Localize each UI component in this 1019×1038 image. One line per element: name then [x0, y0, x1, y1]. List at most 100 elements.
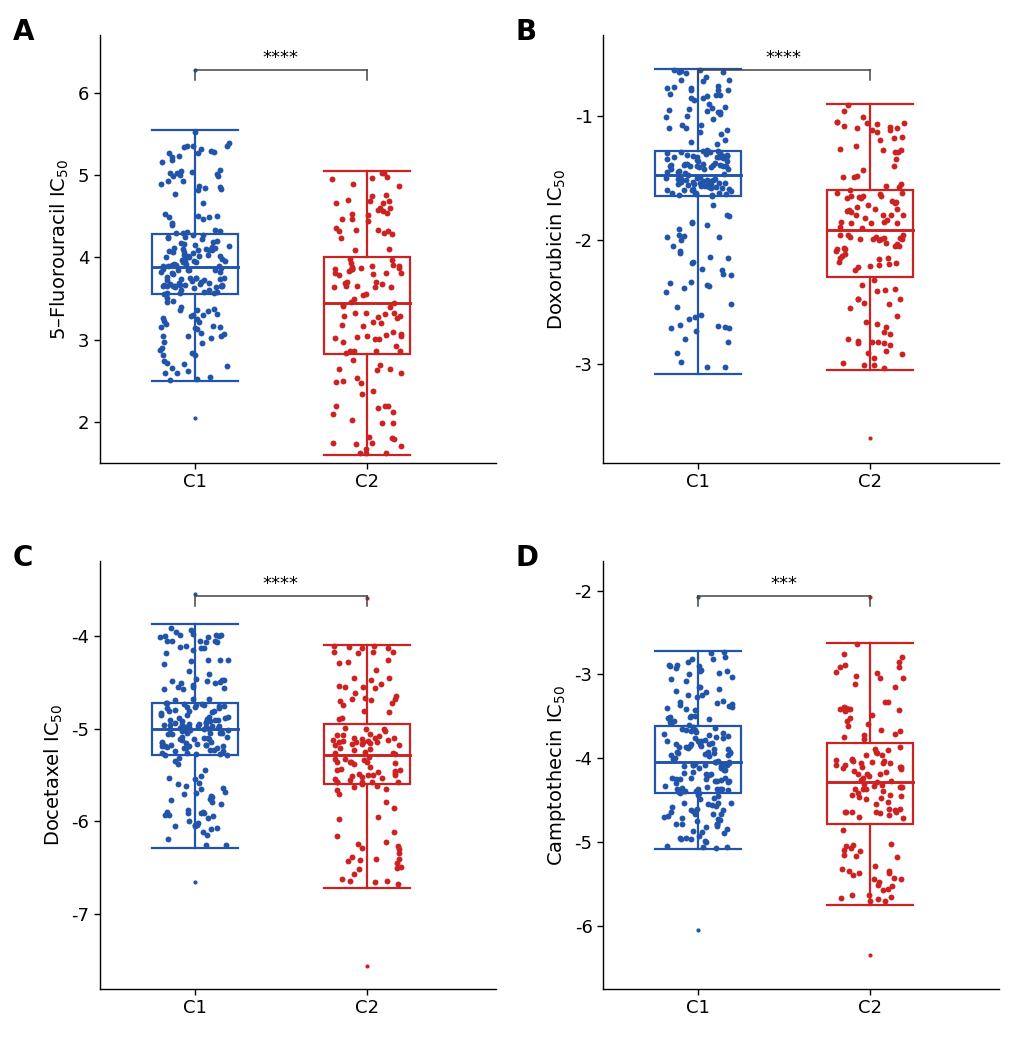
Point [664, 238, 681, 254]
Point [189, 302, 205, 319]
Point [680, 653, 696, 670]
Point [878, 212, 895, 228]
Point [669, 175, 686, 192]
Point [177, 777, 194, 794]
Point [367, 343, 383, 359]
Point [184, 306, 201, 323]
Point [199, 673, 215, 689]
Point [191, 716, 207, 733]
Point [709, 811, 726, 827]
Point [720, 756, 737, 772]
Point [888, 215, 904, 231]
Point [689, 158, 705, 174]
Point [390, 260, 407, 276]
Point [343, 849, 360, 866]
Point [378, 187, 394, 203]
Point [690, 827, 706, 844]
Point [714, 730, 731, 746]
Point [722, 267, 739, 283]
Point [687, 783, 703, 799]
Point [688, 186, 704, 202]
Point [191, 179, 207, 195]
Point [196, 283, 212, 300]
Point [693, 262, 709, 278]
Point [331, 678, 347, 694]
Point [217, 710, 233, 727]
Point [167, 691, 183, 708]
Point [672, 72, 688, 88]
Point [184, 677, 201, 693]
Point [656, 109, 673, 126]
Point [216, 672, 232, 688]
Point [336, 720, 353, 737]
Point [168, 224, 184, 241]
Point [201, 209, 217, 225]
Point [207, 675, 223, 691]
Point [190, 371, 206, 387]
Point [710, 148, 727, 165]
Point [723, 668, 740, 685]
Point [691, 679, 707, 695]
Point [895, 208, 911, 224]
Point [678, 738, 694, 755]
Point [212, 652, 228, 668]
Point [860, 768, 876, 785]
Point [330, 811, 346, 827]
Point [719, 333, 736, 350]
Point [334, 727, 351, 743]
Point [706, 755, 722, 771]
Point [684, 823, 700, 840]
Point [167, 279, 183, 296]
Point [171, 627, 187, 644]
Point [894, 810, 910, 826]
Point [674, 116, 690, 133]
Point [662, 746, 679, 763]
Point [719, 728, 736, 744]
Point [694, 89, 710, 106]
Point [203, 142, 219, 159]
Point [191, 774, 207, 791]
Point [364, 257, 380, 274]
Point [213, 260, 229, 276]
Point [704, 111, 720, 128]
Point [332, 761, 348, 777]
Point [389, 855, 406, 872]
Point [164, 215, 180, 231]
Point [894, 129, 910, 145]
Point [864, 271, 880, 288]
Point [671, 226, 687, 243]
Point [873, 755, 890, 771]
Point [868, 124, 884, 140]
Point [187, 671, 204, 687]
Point [658, 144, 675, 161]
Point [894, 227, 910, 244]
Point [708, 136, 725, 153]
Point [709, 788, 726, 804]
Point [678, 673, 694, 689]
Point [173, 716, 190, 733]
Point [357, 744, 373, 761]
Point [683, 215, 699, 231]
Point [674, 810, 690, 826]
Point [859, 196, 875, 213]
Point [655, 726, 672, 742]
Point [388, 859, 405, 876]
Point [849, 334, 865, 351]
Point [176, 228, 193, 245]
Point [850, 189, 866, 206]
Point [708, 772, 725, 789]
Point [172, 298, 189, 315]
Point [343, 691, 360, 708]
Point [175, 695, 192, 712]
Point [709, 318, 726, 334]
Point [371, 199, 387, 216]
Point [880, 336, 897, 353]
Point [872, 746, 889, 763]
Point [159, 726, 175, 742]
Point [693, 824, 709, 841]
Point [877, 319, 894, 335]
Point [703, 175, 719, 192]
Point [183, 163, 200, 180]
Point [166, 817, 182, 834]
Point [176, 246, 193, 263]
